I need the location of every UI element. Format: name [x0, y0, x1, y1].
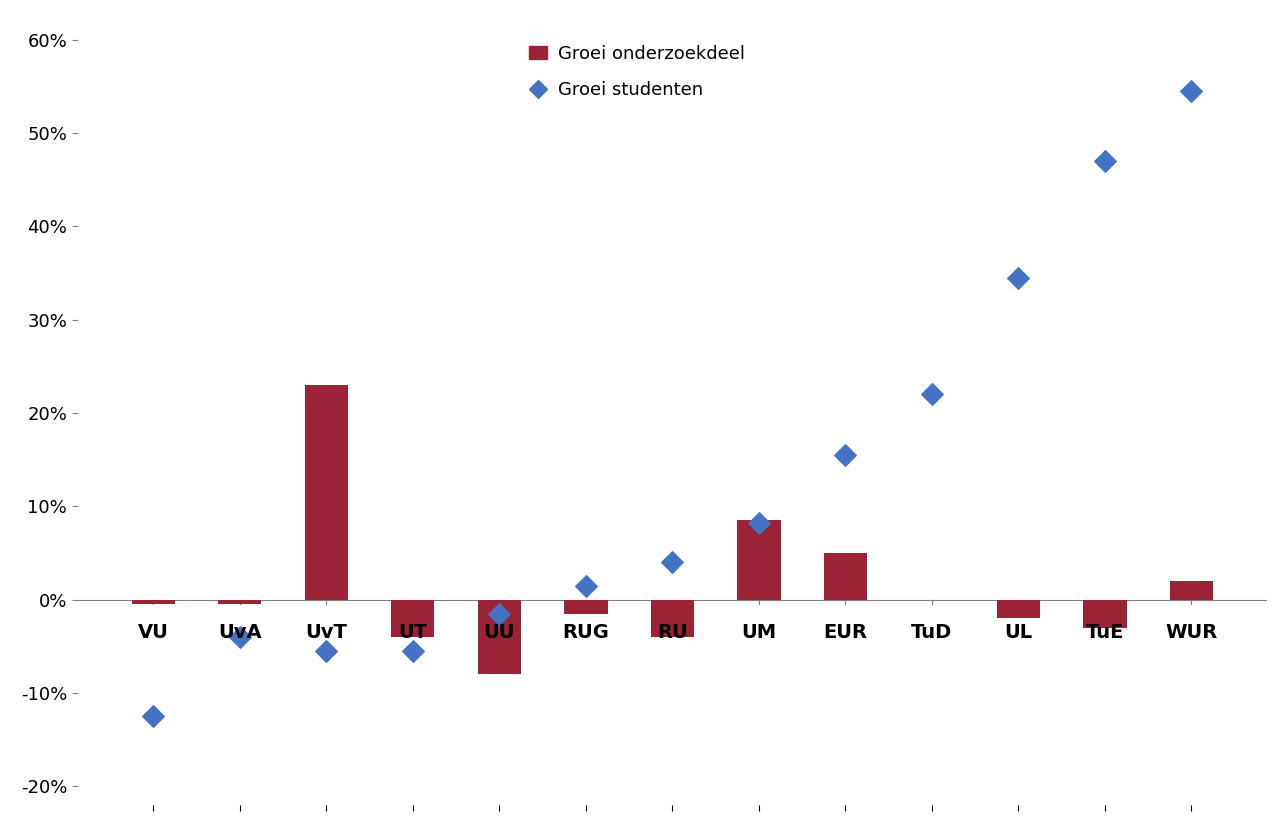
Point	[316, 644, 336, 657]
Text: VU: VU	[138, 623, 169, 642]
Bar	[564, 600, 608, 614]
Point	[576, 579, 596, 592]
Bar	[392, 600, 434, 637]
Point	[748, 516, 769, 529]
Text: RU: RU	[657, 623, 688, 642]
Text: EUR: EUR	[823, 623, 867, 642]
Point	[1009, 271, 1029, 284]
Text: UvT: UvT	[305, 623, 348, 642]
Bar	[1083, 600, 1127, 628]
Text: WUR: WUR	[1166, 623, 1217, 642]
Point	[143, 710, 164, 723]
Text: UvA: UvA	[218, 623, 261, 642]
Point	[489, 607, 510, 620]
Point	[1095, 154, 1115, 168]
Text: RUG: RUG	[563, 623, 609, 642]
Text: UM: UM	[742, 623, 777, 642]
Text: UU: UU	[483, 623, 515, 642]
Bar	[650, 600, 694, 637]
Point	[229, 630, 250, 643]
Bar	[131, 600, 175, 605]
Point	[835, 449, 855, 462]
Bar	[737, 520, 781, 600]
Bar	[1170, 581, 1213, 600]
Text: TuE: TuE	[1086, 623, 1124, 642]
Point	[1181, 84, 1202, 97]
Bar	[218, 600, 261, 605]
Point	[662, 556, 683, 569]
Text: TuD: TuD	[912, 623, 953, 642]
Point	[922, 387, 943, 401]
Bar	[997, 600, 1041, 619]
Point	[403, 644, 424, 657]
Bar	[478, 600, 522, 675]
Text: UL: UL	[1005, 623, 1033, 642]
Text: UT: UT	[398, 623, 428, 642]
Bar	[305, 385, 348, 600]
Bar	[824, 553, 867, 600]
Legend: Groei onderzoekdeel, Groei studenten: Groei onderzoekdeel, Groei studenten	[522, 38, 752, 107]
